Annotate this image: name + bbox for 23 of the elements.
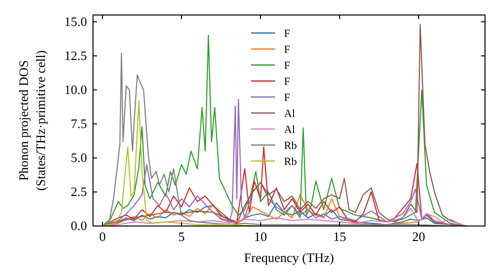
y-tick-label: 15.0 <box>64 14 87 29</box>
y-tick-label: 7.5 <box>70 116 87 132</box>
y-axis-title: Phonon projected DOS (States/THz·primitive cell) <box>16 50 48 191</box>
x-tick-label: 20 <box>412 229 426 244</box>
y-tick-label: 10.0 <box>64 82 87 98</box>
legend-label: F <box>284 60 290 72</box>
legend-label: Al <box>284 124 295 136</box>
y-tick-label: 0.0 <box>70 218 87 234</box>
legend-label: F <box>284 44 290 56</box>
legend-label: F <box>284 28 290 40</box>
y-tick-label: 5.0 <box>70 150 87 166</box>
x-tick-label: 15 <box>333 229 346 244</box>
legend-label: Al <box>284 108 295 120</box>
legend-label: Rb <box>284 140 298 152</box>
legend-label: Rb <box>284 156 298 168</box>
y-tick-label: 2.5 <box>70 184 87 200</box>
x-tick-label: 5 <box>178 229 185 244</box>
legend-label: F <box>284 76 290 88</box>
legend-label: F <box>284 92 290 104</box>
x-tick-label: 0 <box>99 229 106 244</box>
x-axis-title: Frequency (THz) <box>244 250 334 265</box>
x-tick-label: 10 <box>254 229 268 244</box>
y-tick-label: 12.5 <box>64 48 87 63</box>
